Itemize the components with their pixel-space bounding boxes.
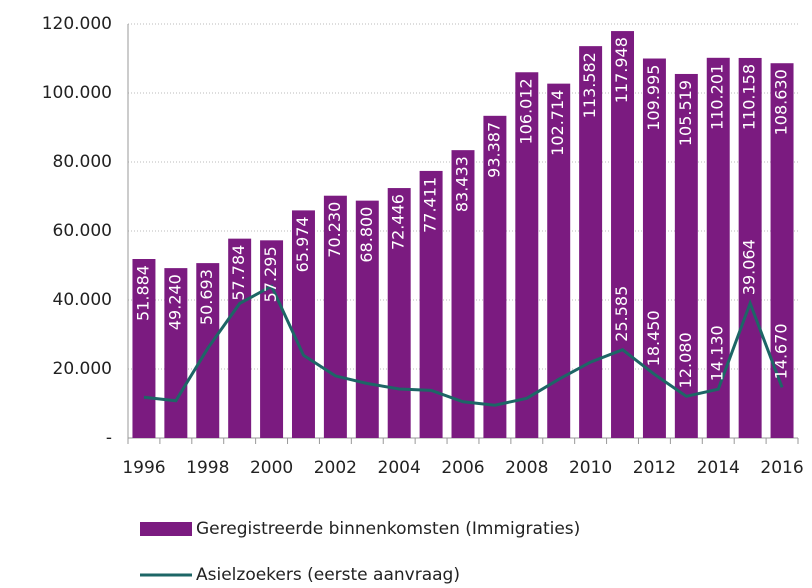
bar-value-label: 110.158 bbox=[740, 64, 759, 130]
bar-value-label: 70.230 bbox=[325, 202, 344, 258]
line-value-label: 25.585 bbox=[612, 286, 631, 342]
bar-value-label: 49.240 bbox=[165, 274, 184, 330]
x-tick-label: 2014 bbox=[697, 458, 740, 478]
bar-value-label: 57.295 bbox=[261, 246, 280, 302]
x-tick-label: 1998 bbox=[186, 458, 229, 478]
bar-value-label: 108.630 bbox=[772, 69, 791, 135]
y-tick-label: 60.000 bbox=[53, 221, 112, 241]
bar bbox=[228, 238, 252, 438]
bar-value-label: 51.884 bbox=[133, 265, 152, 321]
x-tick-label: 2012 bbox=[633, 458, 676, 478]
x-tick-label: 2008 bbox=[505, 458, 548, 478]
bar-value-label: 117.948 bbox=[612, 37, 631, 103]
legend-swatch bbox=[140, 522, 192, 536]
x-tick-label: 2002 bbox=[314, 458, 357, 478]
y-tick-label: 80.000 bbox=[53, 152, 112, 172]
bar-value-label: 106.012 bbox=[516, 78, 535, 144]
bar bbox=[547, 83, 571, 438]
line-value-label: 18.450 bbox=[644, 310, 663, 366]
bar bbox=[579, 46, 603, 439]
line-value-label: 14.130 bbox=[708, 325, 727, 381]
line bbox=[143, 284, 784, 407]
bar bbox=[611, 31, 635, 438]
bar bbox=[642, 58, 666, 439]
bar-value-label: 110.201 bbox=[708, 64, 727, 130]
x-tick-label: 1996 bbox=[122, 458, 165, 478]
x-tick-label: 2010 bbox=[569, 458, 612, 478]
x-tick-label: 2006 bbox=[441, 458, 484, 478]
bar-value-label: 68.800 bbox=[357, 207, 376, 263]
bar-value-label: 93.387 bbox=[484, 122, 503, 178]
bar bbox=[706, 57, 730, 438]
line-value-label: 14.670 bbox=[772, 323, 791, 379]
line-value-label: 12.080 bbox=[676, 332, 695, 388]
bar-value-label: 83.433 bbox=[453, 156, 472, 212]
bar bbox=[738, 57, 762, 439]
x-tick-label: 2004 bbox=[378, 458, 421, 478]
y-tick-label: 40.000 bbox=[53, 290, 112, 310]
bar-value-label: 105.519 bbox=[676, 80, 695, 146]
y-tick-label: 20.000 bbox=[53, 359, 112, 379]
bar-value-label: 72.446 bbox=[389, 194, 408, 250]
bar-value-label: 65.974 bbox=[293, 216, 312, 272]
bar bbox=[515, 72, 539, 438]
bar bbox=[770, 63, 794, 438]
line-value-label: 39.064 bbox=[740, 239, 759, 295]
x-tick-label: 2016 bbox=[760, 458, 803, 478]
y-tick-label: - bbox=[106, 428, 112, 448]
bar-value-label: 109.995 bbox=[644, 65, 663, 131]
x-tick-label: 2000 bbox=[250, 458, 293, 478]
bar bbox=[674, 73, 698, 439]
bar bbox=[419, 170, 443, 438]
bar bbox=[291, 210, 315, 438]
bar bbox=[483, 115, 507, 438]
y-tick-label: 120.000 bbox=[42, 14, 112, 34]
legend-label: Asielzoekers (eerste aanvraag) bbox=[196, 565, 460, 585]
bar bbox=[132, 259, 156, 438]
bar-value-label: 50.693 bbox=[197, 269, 216, 325]
bar bbox=[164, 268, 188, 438]
y-tick-label: 100.000 bbox=[42, 83, 112, 103]
bar-value-label: 102.714 bbox=[548, 90, 567, 156]
bar bbox=[355, 200, 379, 438]
legend-label: Geregistreerde binnenkomsten (Immigratie… bbox=[196, 519, 580, 539]
bar bbox=[451, 150, 475, 439]
bar bbox=[387, 188, 411, 438]
bar-value-label: 77.411 bbox=[421, 177, 440, 233]
bar-value-label: 57.784 bbox=[229, 245, 248, 301]
bar-value-label: 113.582 bbox=[580, 52, 599, 118]
